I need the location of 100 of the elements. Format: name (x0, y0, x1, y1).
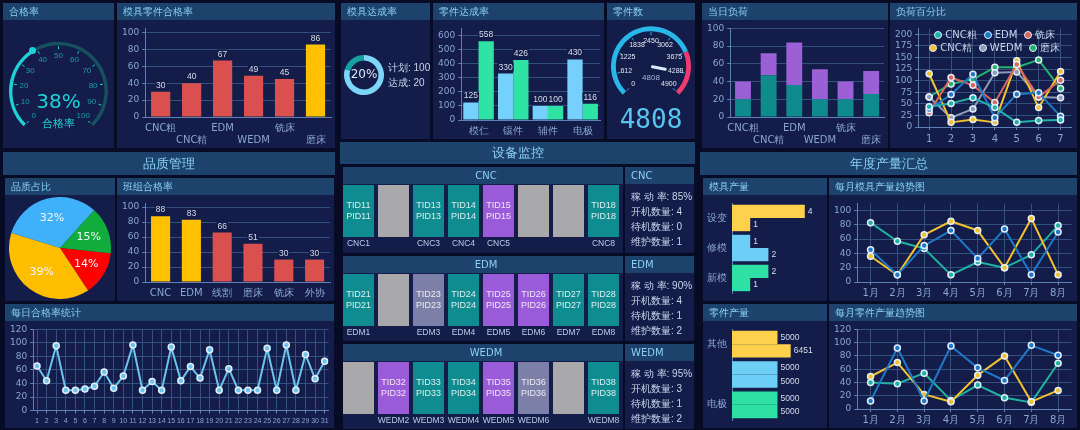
y-tick-label: 60 (712, 58, 725, 69)
x-tick-label: 镶件 (502, 124, 524, 136)
y-tick-label: 40 (839, 247, 852, 258)
text: 40 (38, 55, 48, 65)
x-tick-label: 4 (991, 132, 999, 144)
data-label: 45 (279, 67, 290, 78)
x-tick-label: CNC精 (752, 133, 785, 145)
x-tick-label: 模仁 (468, 124, 489, 136)
category-label: TID23 PID23 (415, 289, 441, 311)
data-label: 88 (155, 204, 166, 215)
chart-title: 模具产量 (703, 178, 827, 195)
y-tick-label: 修模 (707, 241, 727, 253)
y-tick-label: 50 (900, 98, 913, 109)
data-label: 66 (217, 220, 228, 231)
data-label: 38% (36, 89, 81, 114)
x-tick-label: 6 (1035, 132, 1042, 144)
text: 维护数量: 2 (631, 324, 684, 338)
text: EDM3 (416, 327, 441, 337)
data-label: 30 (155, 79, 166, 90)
y-tick-label: 150 (894, 51, 913, 62)
text: 维护数量: 1 (631, 235, 684, 249)
data-label: 39% (29, 265, 54, 279)
chart-title: 零件达成率 (433, 3, 604, 20)
x-tick-label: 3 (969, 132, 977, 144)
y-tick-label: 0 (845, 276, 852, 287)
category-label: TID26 PID26 (520, 289, 546, 311)
text: EDM (625, 256, 694, 273)
chart-title: 每日合格率统计 (5, 304, 334, 321)
text: 稼 动 率: 95% (631, 367, 694, 381)
text: 4808 (619, 103, 683, 134)
chart-title: 每月模具产量趋势图 (829, 178, 1077, 195)
category-label: TID13 PID13 (415, 200, 441, 222)
category-label: TID21 PID21 (345, 289, 371, 311)
text: EDM6 (521, 327, 546, 337)
data-label: 100 (548, 94, 563, 104)
y-tick-label: 40 (839, 376, 852, 387)
y-tick-label: 20 (712, 93, 725, 104)
text: 30 (25, 65, 36, 75)
x-tick-label: 铣床 (272, 286, 294, 298)
y-tick-label: 80 (127, 216, 140, 227)
category-label: TID25 PID25 (485, 289, 511, 311)
y-tick-label: 100 (833, 337, 852, 348)
y-tick-label: 40 (712, 75, 725, 86)
x-tick-label: 电极 (572, 124, 593, 136)
x-tick-label: 2 (947, 132, 955, 144)
category-label: TID15 PID15 (485, 200, 511, 222)
data-label: 67 (217, 48, 228, 59)
text: WEDM5 (482, 415, 515, 425)
x-tick-label: 1月 (862, 286, 879, 298)
x-tick-label: 6月 (996, 286, 1013, 298)
y-tick-label: 80 (127, 43, 140, 54)
y-tick-label: 40 (127, 246, 140, 257)
data-label: 5000 (780, 405, 800, 416)
y-tick-label: 60 (15, 364, 28, 375)
data-label: 40 (186, 71, 197, 82)
x-tick-label: 8月 (1049, 286, 1067, 298)
y-tick-label: 0 (718, 111, 725, 122)
data-label: 426 (513, 48, 529, 59)
x-tick-label: CNC粗 (144, 121, 177, 133)
data-label: 5000 (780, 375, 800, 386)
x-tick-label: 铣床 (834, 121, 856, 133)
y-tick-label: 0 (845, 403, 852, 414)
text: EDM7 (556, 327, 581, 337)
x-tick-label: 辅件 (537, 124, 558, 136)
y-tick-label: 25 (900, 109, 913, 120)
category-label: TID14 PID14 (450, 200, 476, 222)
text: 品质管理 (3, 152, 335, 175)
text: WEDM4 (447, 415, 480, 425)
y-tick-label: 60 (127, 60, 140, 71)
data-label: 32% (39, 211, 65, 225)
chart-title: 合格率 (3, 3, 114, 20)
y-tick-label: 80 (839, 350, 852, 361)
data-label: 6451 (793, 345, 813, 356)
chart-title: 班组合格率 (117, 178, 334, 195)
y-tick-label: 80 (839, 219, 852, 230)
legend-label: WEDM (989, 42, 1023, 55)
y-tick-label: 100 (706, 22, 725, 33)
text: 10 (20, 97, 31, 107)
y-tick-label: 60 (839, 233, 852, 244)
text: CNC3 (416, 238, 441, 248)
x-tick-label: CNC粗 (727, 121, 759, 133)
x-tick-label: EDM (180, 286, 203, 298)
data-label: 125 (463, 90, 479, 101)
text: 100 (76, 111, 91, 121)
y-tick-label: 0 (21, 404, 28, 415)
text: EDM4 (451, 327, 476, 337)
category-label: TID24 PID24 (450, 289, 476, 311)
y-tick-label: 20 (839, 390, 852, 401)
x-tick-label: 外协 (304, 286, 325, 298)
data-label: 1 (753, 218, 759, 229)
data-label: 1 (753, 235, 759, 246)
y-tick-label: 125 (894, 63, 913, 74)
text: 维护数量: 2 (631, 412, 684, 426)
category-label: TID27 PID27 (555, 289, 581, 311)
text: 待机数量: 0 (631, 220, 684, 234)
x-tick-label: WEDM (237, 133, 270, 145)
data-label: 116 (583, 91, 598, 102)
text: 稼 动 率: 90% (631, 279, 694, 293)
legend-label: 合格率 (42, 117, 75, 131)
x-tick-label: CNC精 (175, 133, 208, 145)
